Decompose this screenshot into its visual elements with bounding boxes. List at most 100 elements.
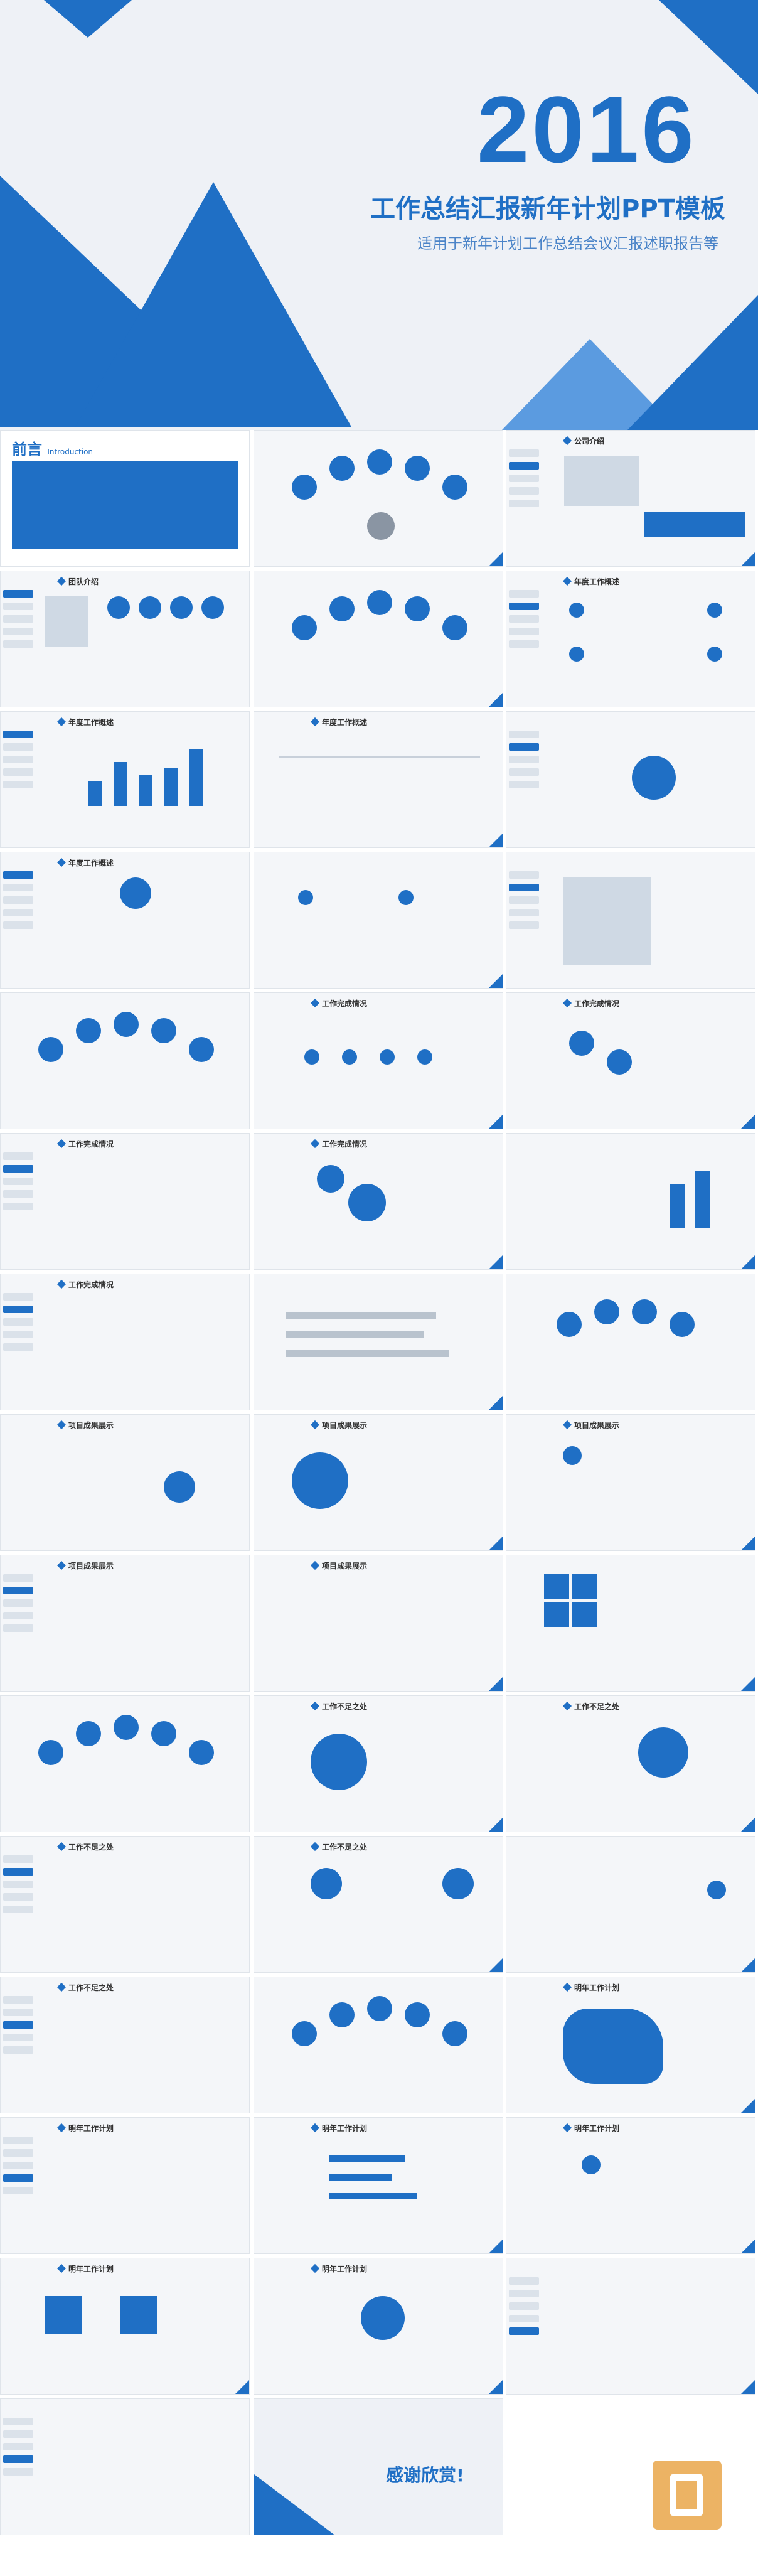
slide-sidebar [1, 2132, 36, 2199]
slide-result-5[interactable]: 项目成果展示 [254, 1555, 503, 1692]
slide-work-7[interactable] [254, 1274, 503, 1410]
slide-intro[interactable]: 前言 Introduction [0, 430, 250, 567]
slide-sidebar [506, 585, 542, 653]
slide-annual-6[interactable] [254, 852, 503, 989]
slide-work-3[interactable]: 工作完成情况 [0, 1133, 250, 1270]
content-bar [644, 512, 745, 537]
slide-shortfall-1[interactable]: 工作不足之处 [254, 1695, 503, 1832]
agenda-node [292, 2021, 317, 2046]
slide-work-2[interactable]: 工作完成情况 [506, 992, 755, 1129]
slide-plan-4[interactable]: 明年工作计划 [506, 2117, 755, 2254]
slide-corner [741, 1115, 755, 1129]
slide-title: 工作完成情况 [312, 998, 367, 1009]
team-circle [170, 596, 193, 619]
slide-team[interactable]: 团队介绍 [0, 571, 250, 707]
slide-title: 工作不足之处 [58, 1842, 114, 1852]
slide-title: 明年工作计划 [58, 2263, 114, 2274]
hex-node [317, 1165, 344, 1193]
slide-result-2[interactable]: 项目成果展示 [254, 1414, 503, 1551]
agenda-node [594, 1299, 619, 1324]
agenda-node [367, 449, 392, 475]
slide-title: 项目成果展示 [58, 1560, 114, 1571]
slide-title: 工作完成情况 [564, 998, 619, 1009]
slide-title: 工作不足之处 [312, 1842, 367, 1852]
slide-result-4[interactable]: 项目成果展示 [0, 1555, 250, 1692]
hero-triangle-bottom-right-2 [627, 295, 758, 430]
slide-title: 工作完成情况 [58, 1279, 114, 1290]
icon-circle [398, 890, 414, 905]
agenda-node [442, 2021, 467, 2046]
agenda-node [189, 1037, 214, 1062]
slide-corner [489, 1255, 503, 1269]
slide-annual-7[interactable] [506, 852, 755, 989]
slide-sidebar [1, 866, 36, 934]
slide-title: 工作不足之处 [312, 1701, 367, 1712]
slide-plan-3[interactable]: 明年工作计划 [254, 2117, 503, 2254]
intro-text-box [12, 461, 238, 549]
slide-sidebar [1, 585, 36, 653]
slide-company[interactable]: 公司介绍 [506, 430, 755, 567]
slide-corner [741, 2380, 755, 2394]
slide-title: 工作不足之处 [564, 1701, 619, 1712]
slide-plan-6[interactable]: 明年工作计划 [254, 2258, 503, 2395]
agenda-node [367, 1996, 392, 2021]
slide-agenda-6[interactable] [254, 1977, 503, 2113]
slide-result-1[interactable]: 项目成果展示 [0, 1414, 250, 1551]
title-slide[interactable]: 2016 工作总结汇报新年计划PPT模板 适用于新年计划工作总结会议汇报述职报告… [0, 0, 758, 430]
slide-thanks[interactable]: 感谢欣赏! [254, 2398, 503, 2535]
slide-agenda-3[interactable] [0, 992, 250, 1129]
agenda-node [670, 1312, 695, 1337]
slide-title: 年度工作概述 [58, 717, 114, 727]
slide-shortfall-6[interactable]: 工作不足之处 [0, 1977, 250, 2113]
progress-bar [329, 2193, 417, 2199]
slide-plan-8[interactable] [0, 2398, 250, 2535]
slide-title: 项目成果展示 [564, 1420, 619, 1430]
agenda-node [329, 596, 355, 621]
slide-work-1[interactable]: 工作完成情况 [254, 992, 503, 1129]
progress-bar [329, 2155, 405, 2162]
slide-annual-2[interactable]: 年度工作概述 [0, 711, 250, 848]
slide-work-4[interactable]: 工作完成情况 [254, 1133, 503, 1270]
node [164, 1471, 195, 1503]
slide-work-6[interactable]: 工作完成情况 [0, 1274, 250, 1410]
slide-shortfall-2[interactable]: 工作不足之处 [506, 1695, 755, 1832]
slide-plan-2[interactable]: 明年工作计划 [0, 2117, 250, 2254]
slide-plan-7[interactable] [506, 2258, 755, 2395]
slide-plan-5[interactable]: 明年工作计划 [0, 2258, 250, 2395]
agenda-node [405, 456, 430, 481]
slide-annual-3[interactable]: 年度工作概述 [254, 711, 503, 848]
team-circle [139, 596, 161, 619]
slide-shortfall-4[interactable]: 工作不足之处 [254, 1836, 503, 1973]
chart-bar [114, 762, 127, 806]
slide-corner [489, 1115, 503, 1129]
gear-circle [638, 1727, 688, 1778]
slide-agenda-2[interactable] [254, 571, 503, 707]
slide-work-5[interactable] [506, 1133, 755, 1270]
slide-shortfall-5[interactable] [506, 1836, 755, 1973]
photo-placeholder [45, 596, 88, 647]
slide-photo-grid[interactable] [506, 1555, 755, 1692]
agenda-node [292, 615, 317, 640]
agenda-node [557, 1312, 582, 1337]
slide-agenda[interactable] [254, 430, 503, 567]
slide-annual-1[interactable]: 年度工作概述 [506, 571, 755, 707]
photo-tile [544, 1602, 569, 1627]
agenda-node [292, 475, 317, 500]
gauge-bar [670, 1184, 685, 1228]
slide-title: 项目成果展示 [312, 1560, 367, 1571]
slide-shortfall-3[interactable]: 工作不足之处 [0, 1836, 250, 1973]
slide-sidebar [506, 866, 542, 934]
slide-annual-4[interactable] [506, 711, 755, 848]
slide-result-3[interactable]: 项目成果展示 [506, 1414, 755, 1551]
slide-corner [741, 552, 755, 566]
slide-sidebar [1, 1569, 36, 1637]
agenda-node [442, 475, 467, 500]
slide-plan-1[interactable]: 明年工作计划 [506, 1977, 755, 2113]
slide-corner [741, 1537, 755, 1550]
thanks-triangle [254, 2474, 336, 2535]
slide-agenda-4[interactable] [506, 1274, 755, 1410]
slide-corner [489, 693, 503, 707]
slide-agenda-5[interactable] [0, 1695, 250, 1832]
center-circle [361, 2296, 405, 2340]
slide-annual-5[interactable]: 年度工作概述 [0, 852, 250, 989]
